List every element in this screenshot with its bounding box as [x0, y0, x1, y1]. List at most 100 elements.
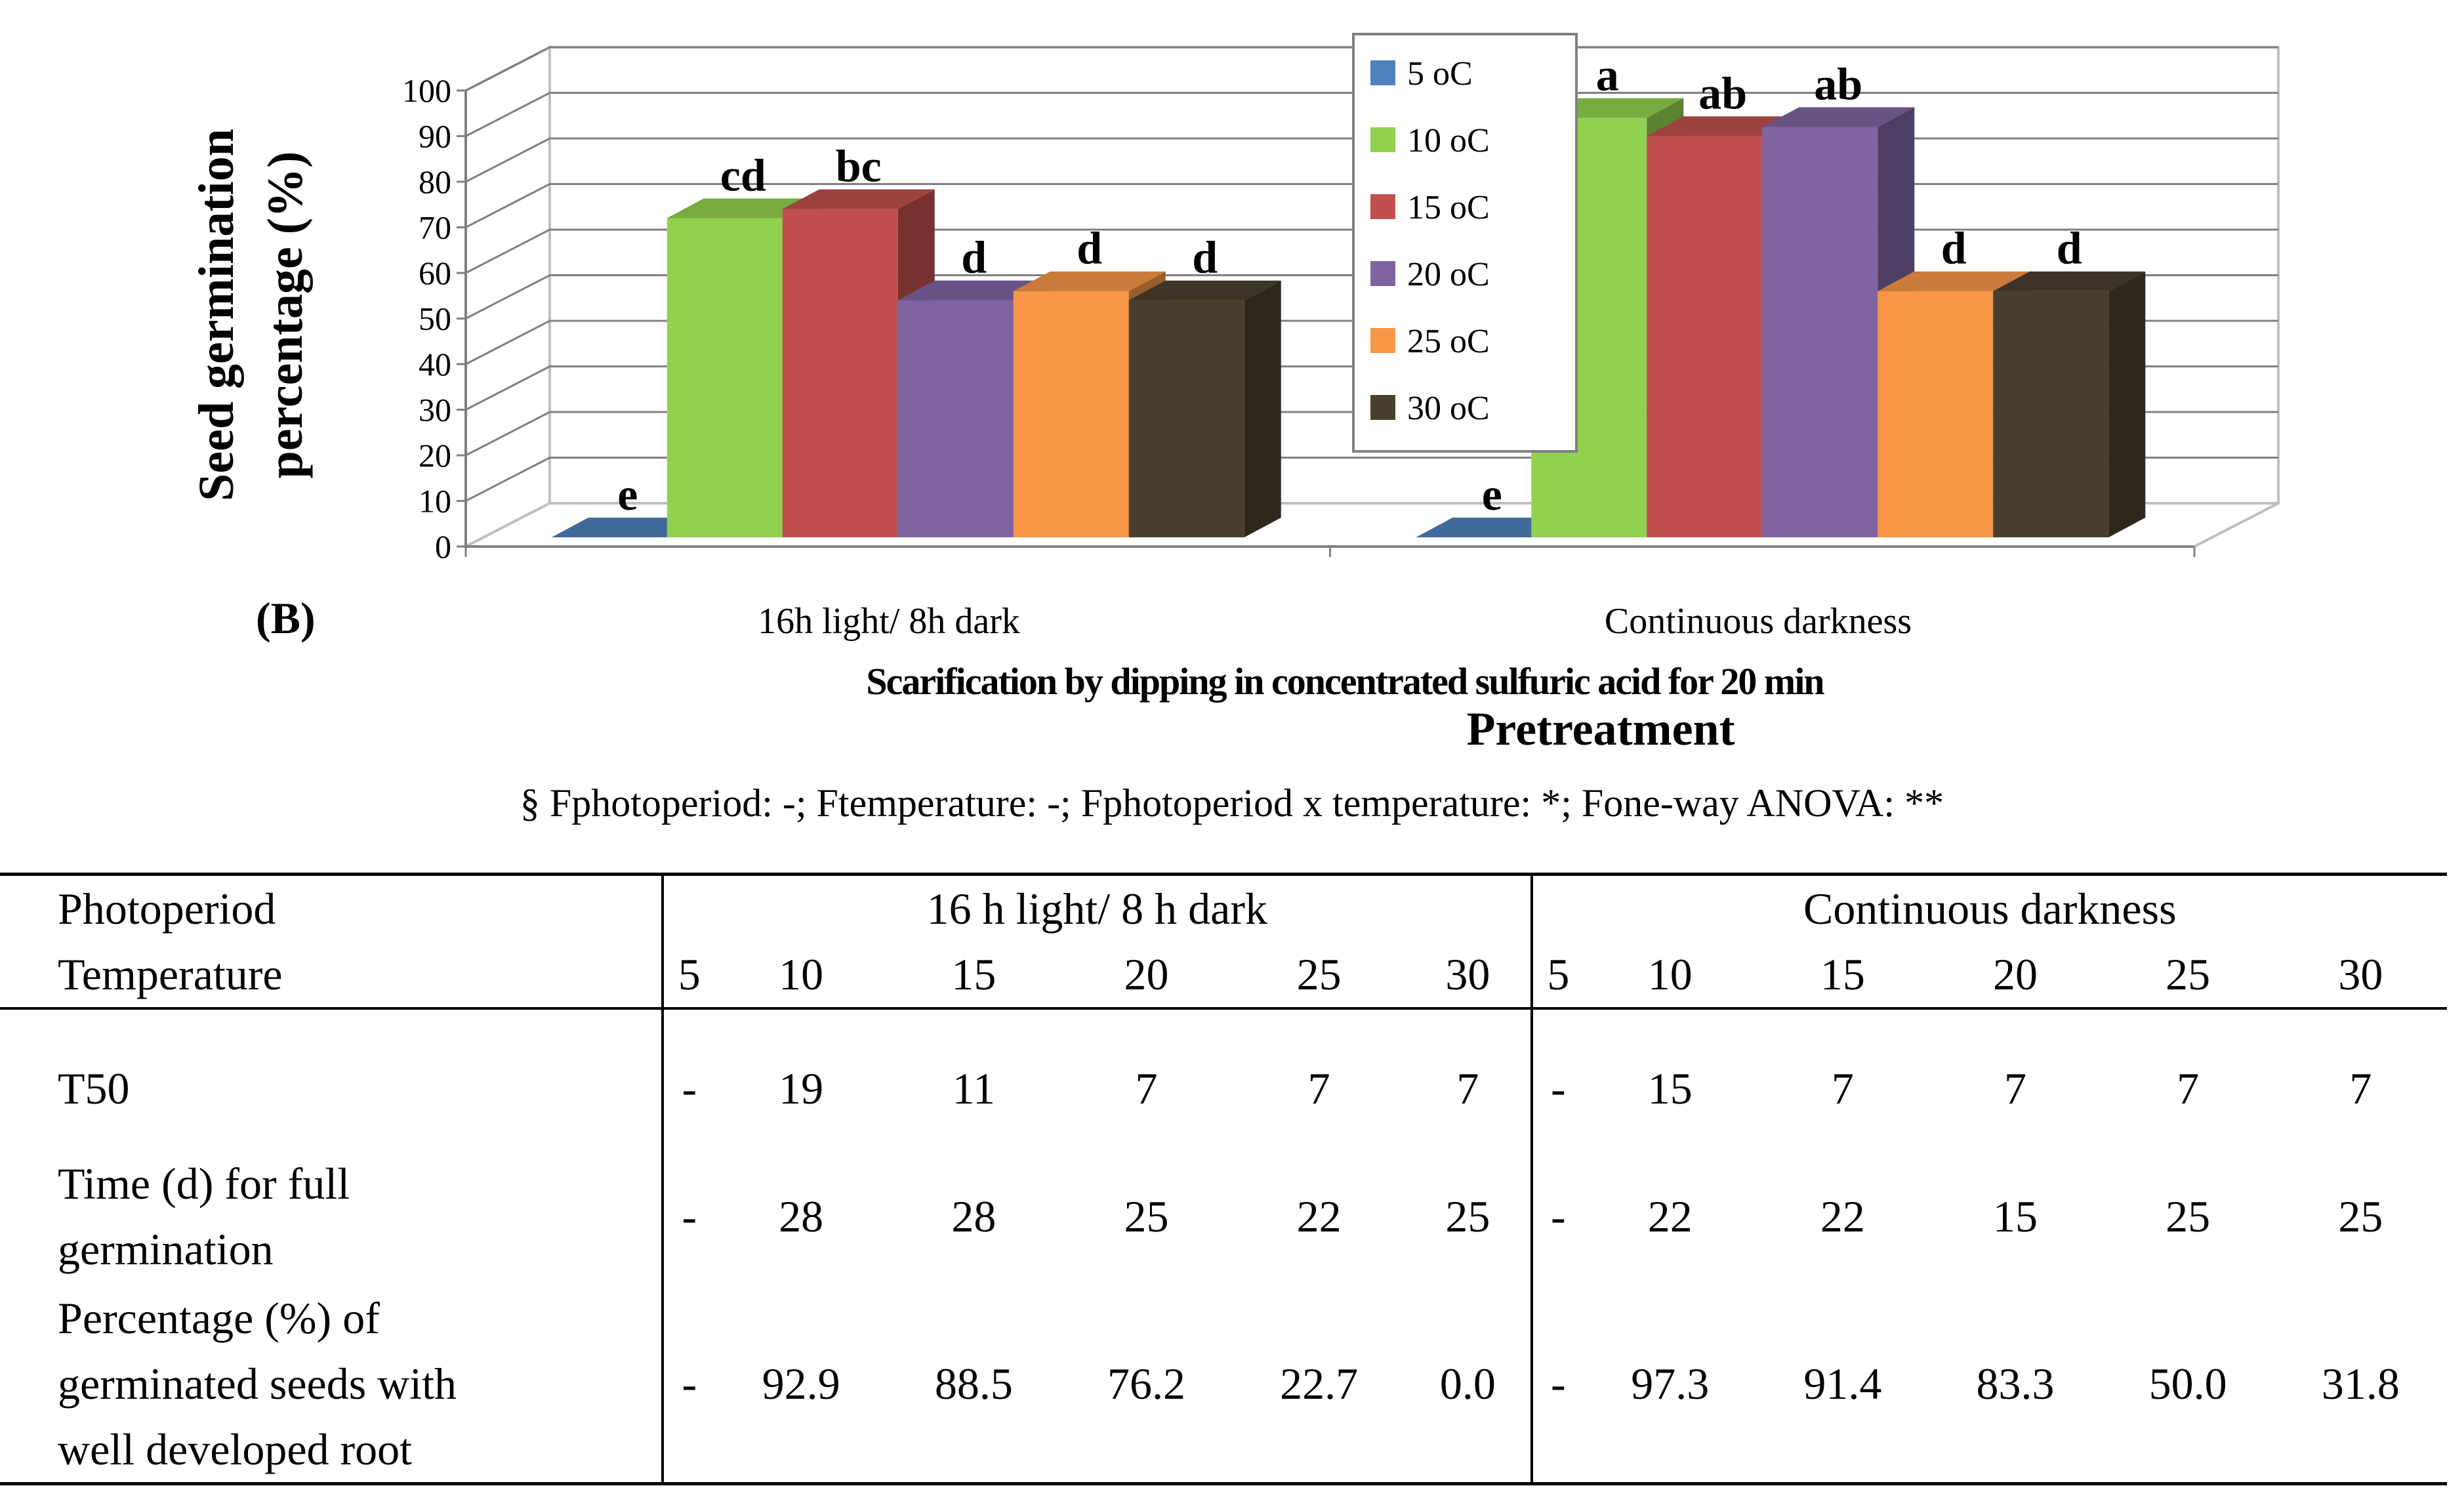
table-cell: 19 — [779, 1063, 824, 1113]
table-cell: 22 — [1820, 1191, 1865, 1241]
y-tick-label-10: 10 — [419, 483, 451, 520]
bar-label-0-1: cd — [720, 151, 766, 201]
germination-stats-table: Photoperiod 16 h light/ 8 h dark Continu… — [0, 873, 2447, 1485]
table-cell: 92.9 — [714, 1285, 888, 1485]
temperature-label: Temperature — [0, 941, 663, 1010]
table-cell: 11 — [952, 1063, 996, 1113]
legend-label-5: 30 oC — [1407, 390, 1490, 427]
y-tick-label-100: 100 — [402, 72, 451, 109]
table-row: Percentage (%) of germinated seeds with we… — [0, 1285, 2447, 1485]
temperature-header-0: 5 — [661, 941, 715, 1010]
y-tick-label-0: 0 — [435, 528, 451, 565]
table-cell: 25 — [2166, 1191, 2211, 1241]
table-cell: 7 — [1456, 1063, 1479, 1113]
table-cell: 22 — [1647, 1191, 1693, 1241]
row-label-line: T50 — [58, 1064, 130, 1113]
chart-subtitle: Scarification by dipping in concentrated… — [866, 660, 1824, 703]
bar-0-0 — [551, 518, 704, 537]
y-tick-label-20: 20 — [419, 437, 451, 474]
table-cell: - — [1530, 1147, 1584, 1285]
gridline-100 — [465, 46, 2278, 92]
table-cell: - — [661, 1147, 715, 1285]
row-label: T50 — [0, 1029, 663, 1147]
table-cell: 7 — [1135, 1063, 1158, 1113]
temperature-header-11: 30 — [2274, 941, 2447, 1010]
table-cell: 7 — [2349, 1063, 2372, 1113]
table-cell: - — [1530, 1029, 1584, 1147]
table-row: Time (d) for full germination - 28 28 25 22 25 -… — [0, 1147, 2447, 1285]
legend-swatch-0 — [1370, 60, 1395, 85]
category-label-1: Continuous darkness — [1605, 601, 1912, 642]
y-tick-label-90: 90 — [419, 118, 451, 155]
y-axis-title-line-2: percentage (%) — [258, 152, 313, 479]
temperature-header-1: 10 — [714, 941, 888, 1010]
temperature-header-7: 10 — [1584, 941, 1757, 1010]
photoperiod-label: Photoperiod — [0, 873, 663, 941]
table-cell: 7 — [1831, 1063, 1854, 1113]
legend-label-4: 25 oC — [1407, 323, 1490, 360]
row-label: Time (d) for full germination — [0, 1147, 663, 1285]
bar-1-5 — [1993, 271, 2146, 537]
table-spacer — [0, 1008, 2447, 1029]
table-cell: 15 — [1647, 1063, 1693, 1113]
row-label-line: Time (d) for full — [58, 1159, 350, 1209]
group-header-0: 16 h light/ 8 h dark — [661, 873, 1532, 941]
y-tick-label-80: 80 — [419, 163, 451, 200]
bar-label-1-4: d — [1941, 224, 1967, 274]
significance-labels: e cd bc d d d e a ab ab d d — [617, 51, 2082, 520]
legend-label-3: 20 oC — [1407, 256, 1490, 293]
temperature-header-6: 5 — [1530, 941, 1584, 1010]
legend-label-2: 15 oC — [1407, 189, 1490, 226]
panel-label: (B) — [256, 593, 316, 643]
legend-label-0: 5 oC — [1407, 55, 1473, 93]
row-label: Percentage (%) of germinated seeds with we… — [0, 1285, 663, 1485]
table-cell: 25 — [2338, 1191, 2383, 1241]
temperature-header-10: 25 — [2101, 941, 2274, 1010]
table-header-temperature: Temperature 5 10 15 20 25 30 5 10 15 20 25 30 — [0, 941, 2447, 1010]
bar-0-3 — [897, 280, 1050, 537]
y-axis-title-line-1: Seed germination — [189, 129, 244, 501]
table-cell: 7 — [2177, 1063, 2200, 1113]
bar-0-5 — [1128, 280, 1281, 537]
table-cell: 25 — [1124, 1191, 1169, 1241]
bar-label-1-2: ab — [1698, 68, 1747, 119]
legend-swatch-5 — [1370, 395, 1395, 420]
table-cell: 28 — [779, 1191, 824, 1241]
temperature-header-2: 15 — [887, 941, 1060, 1010]
table-cell: 15 — [1993, 1191, 2038, 1241]
group-header-1: Continuous darkness — [1530, 873, 2447, 941]
bar-label-1-1: a — [1596, 51, 1619, 101]
legend-box — [1352, 33, 1578, 453]
table-cell: 97.3 — [1584, 1285, 1757, 1485]
legend-swatch-2 — [1370, 194, 1395, 219]
bar-label-0-0: e — [617, 470, 638, 520]
bar-label-0-2: bc — [836, 142, 882, 192]
x-axis-title: Pretreatment — [1466, 703, 1735, 755]
table-cell: 7 — [2004, 1063, 2026, 1113]
table-cell: 88.5 — [887, 1285, 1060, 1485]
temperature-header-4: 25 — [1233, 941, 1406, 1010]
legend-label-1: 10 oC — [1407, 122, 1490, 159]
bar-label-1-3: ab — [1814, 60, 1862, 110]
table-cell: 22.7 — [1233, 1285, 1406, 1485]
table-cell: 0.0 — [1405, 1285, 1532, 1485]
table-row: T50 - 19 11 7 7 7 - 15 7 7 7 7 — [0, 1029, 2447, 1147]
bar-label-0-3: d — [961, 233, 987, 283]
table-header-photoperiod: Photoperiod 16 h light/ 8 h dark Continu… — [0, 873, 2447, 941]
table-cell: 50.0 — [2101, 1285, 2274, 1485]
bar-label-1-5: d — [2057, 224, 2082, 274]
table-cell: 31.8 — [2274, 1285, 2447, 1485]
anova-footnote: § Fphotoperiod: -; Ftemperature: -; Fpho… — [520, 781, 1944, 825]
legend-swatch-4 — [1370, 328, 1395, 353]
row-label-line: germination — [58, 1224, 274, 1274]
row-label-line: germinated seeds with — [58, 1359, 457, 1409]
category-label-0: 16h light/ 8h dark — [758, 601, 1020, 642]
temperature-header-3: 20 — [1059, 941, 1233, 1010]
bar-label-0-4: d — [1077, 224, 1102, 274]
legend-swatch-3 — [1370, 261, 1395, 286]
table-cell: 7 — [1307, 1063, 1330, 1113]
legend: 5 oC 10 oC 15 oC 20 oC 25 oC 30 oC — [1352, 33, 1578, 453]
bars — [551, 98, 2146, 538]
table-cell: 28 — [951, 1191, 996, 1241]
